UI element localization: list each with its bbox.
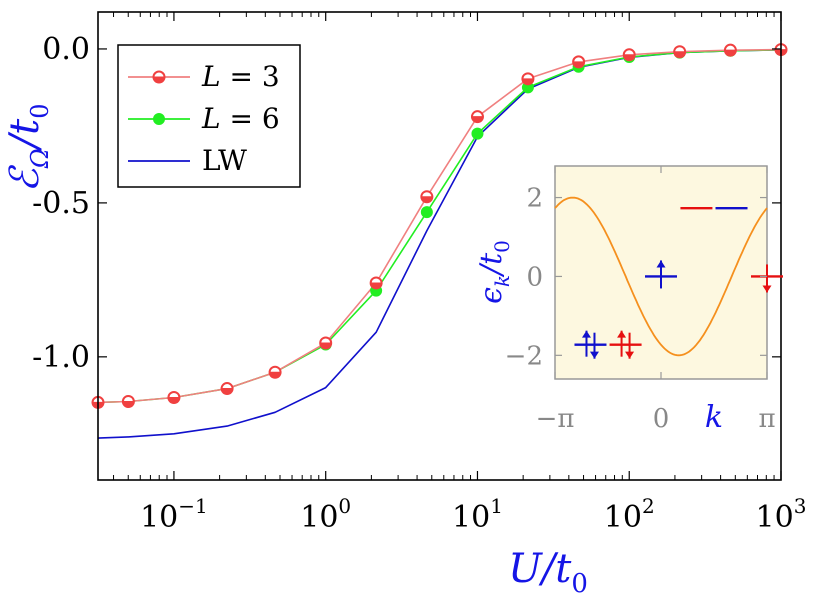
spin-up-arrow [656, 260, 666, 289]
main-plot-frame [97, 11, 782, 481]
legend-marker [152, 70, 166, 84]
y-tick-label: -0.5 [32, 186, 90, 221]
x-tick-label: 100 [300, 494, 351, 535]
legend-marker-fill [152, 76, 166, 83]
spin-down-arrow-head [625, 351, 635, 359]
data-point [369, 276, 383, 290]
legend-label: L = 6 [201, 102, 280, 135]
svg-text:U/t0: U/t0 [508, 546, 588, 599]
data-point-fill [319, 342, 332, 349]
data-point-fill [122, 400, 135, 408]
data-point [471, 127, 484, 140]
data-point-fill [724, 49, 737, 57]
y-tick-label: -1.0 [32, 340, 90, 375]
spin-down-arrow [625, 332, 635, 359]
x-tick-label: 10−1 [140, 494, 208, 535]
data-point [470, 110, 484, 124]
inset-x-tick-label: 0 [653, 404, 670, 434]
data-point-fill [572, 61, 585, 68]
data-point [220, 382, 234, 396]
svg-text:ℰΩ/t0: ℰΩ/t0 [2, 104, 54, 193]
legend-marker [153, 113, 165, 125]
svg-text:ϵk/t0: ϵk/t0 [474, 240, 514, 304]
data-point-fill [471, 116, 484, 123]
inset-y-axis-title: ϵk/t0 [474, 240, 514, 304]
data-point-fill [623, 54, 636, 61]
data-point-fill [673, 51, 686, 58]
inset-y-tick-label: −2 [505, 341, 543, 371]
data-point [673, 45, 687, 59]
legend: L = 3 L = 6 LW [117, 44, 301, 188]
inset-chart: −π 0 π 2 0 −2 ϵk/t0 k [474, 165, 783, 435]
data-point-fill [420, 196, 433, 203]
data-point [723, 43, 737, 57]
legend-label: LW [202, 144, 247, 177]
data-point [420, 190, 434, 204]
data-point [319, 336, 333, 350]
data-point-fill [269, 371, 282, 379]
legend-box [117, 44, 301, 188]
y-tick-label: 0.0 [42, 32, 90, 67]
inset-x-axis-title: k [705, 400, 723, 435]
spin-up-arrow-head [656, 260, 666, 268]
dispersion-curve [554, 196, 768, 357]
data-point [167, 390, 181, 404]
spin-down-arrow [589, 332, 599, 359]
spin-down-arrow-head [589, 351, 599, 359]
data-point-fill [521, 78, 534, 85]
data-point-fill [221, 388, 234, 395]
spin-up-arrow [581, 330, 591, 357]
spin-down-arrow-head [762, 285, 772, 293]
inset-x-tick-label: −π [536, 404, 575, 434]
spin-up-arrow-head [617, 330, 627, 338]
inset-y-tick-label: 2 [526, 184, 543, 214]
inset-y-tick-label: 0 [526, 262, 543, 292]
data-point [521, 72, 535, 86]
main-chart: 10−1 100 101 102 103 0.0 -0.5 -1.0 ℰΩ/t0 U/t0 [2, 11, 807, 599]
inset-x-tick-label: π [758, 404, 775, 434]
data-point-fill [167, 396, 180, 404]
spin-up-arrow-head [581, 330, 591, 338]
spin-down-arrow [762, 264, 772, 293]
data-point-fill [370, 282, 383, 289]
x-tick-label: 102 [604, 494, 655, 535]
x-tick-label: 101 [452, 494, 503, 535]
legend-label: L = 3 [201, 60, 280, 93]
data-point [268, 365, 282, 379]
data-point [622, 48, 636, 62]
data-point [121, 394, 135, 408]
x-axis-title: U/t0 [508, 546, 588, 599]
data-point [572, 55, 586, 69]
spin-up-arrow [617, 330, 627, 357]
x-tick-label: 103 [756, 494, 807, 535]
y-axis-title: ℰΩ/t0 [2, 104, 54, 193]
data-point [420, 206, 433, 219]
